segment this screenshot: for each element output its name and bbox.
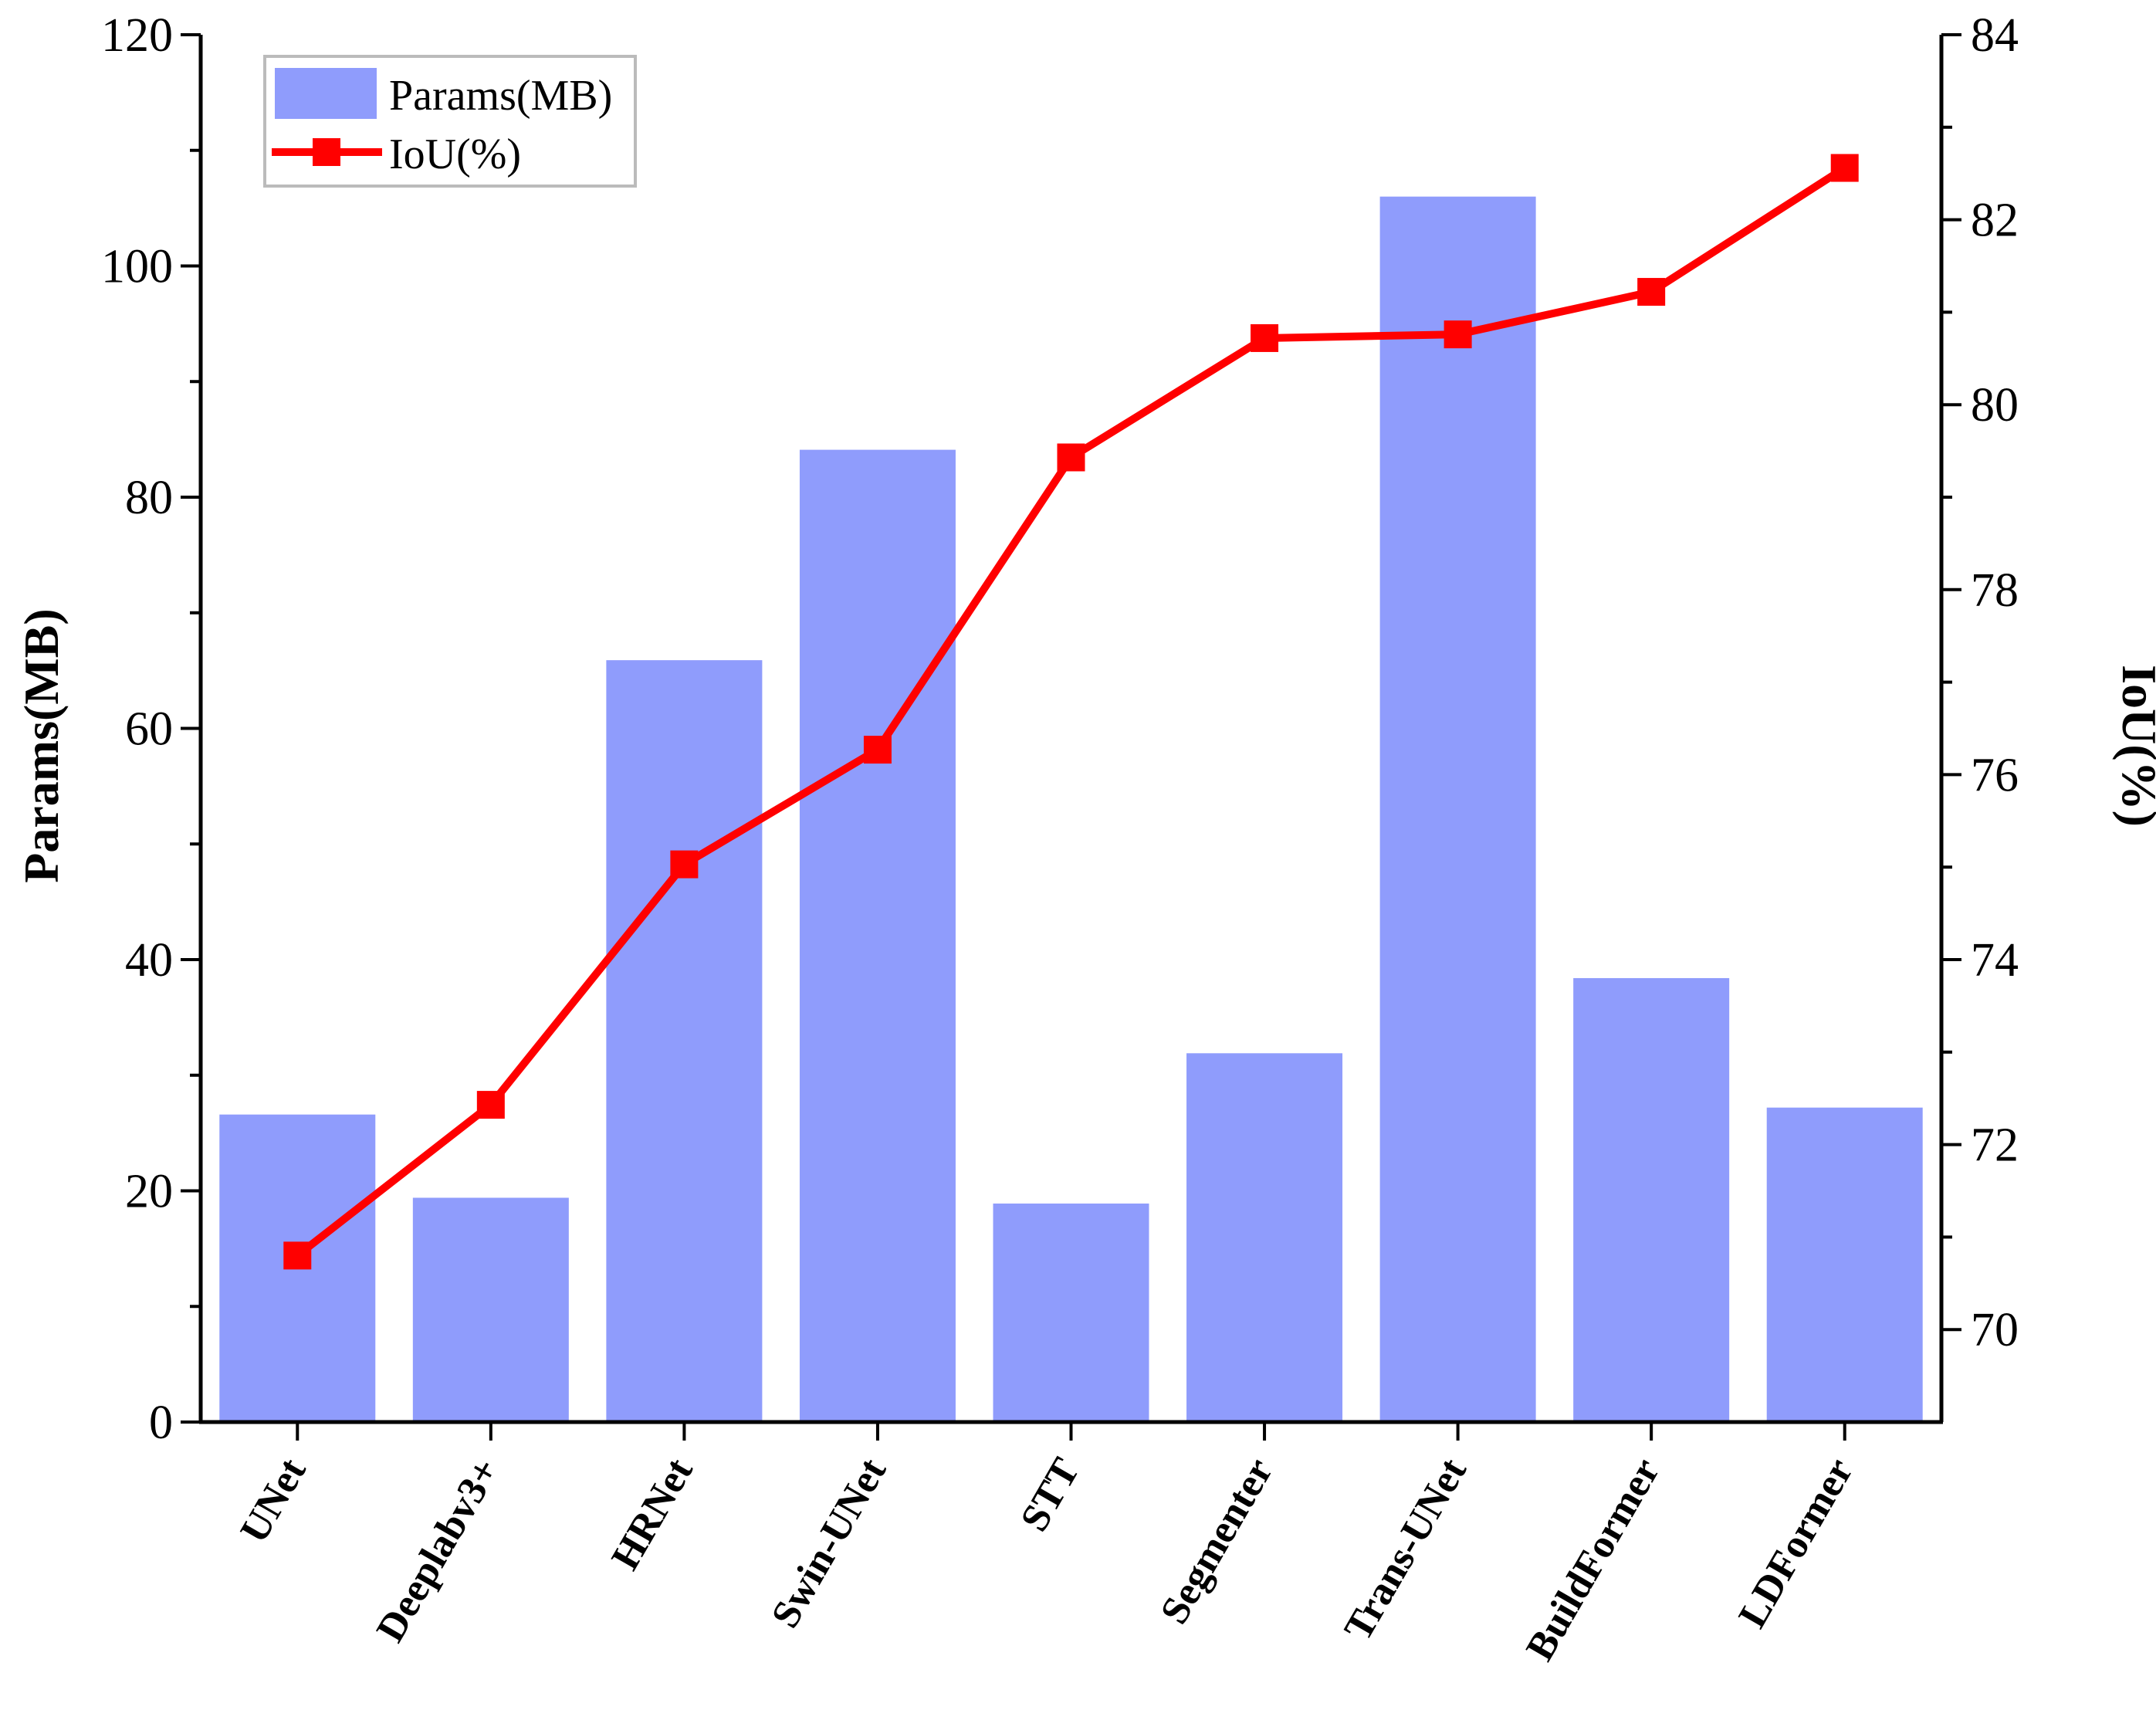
bar-swin-unet [799,449,956,1422]
bar-stt [993,1203,1149,1422]
iou-marker-trans-unet [1444,320,1472,349]
legend-params-swatch [275,68,377,119]
bar-buildformer [1573,977,1730,1422]
right-tick-label: 80 [1971,379,2019,432]
iou-marker-deeplabv3- [476,1091,505,1119]
x-tick-label: Swin-UNet [763,1451,895,1635]
left-tick-label: 100 [101,241,173,293]
right-tick-label: 78 [1971,564,2019,617]
legend-iou-label: IoU(%) [389,130,521,178]
right-tick-label: 74 [1971,934,2019,987]
right-tick-label: 76 [1971,749,2019,801]
left-tick-label: 80 [125,472,173,524]
iou-line-layer [283,154,1859,1270]
bars-layer [219,196,1923,1422]
left-tick-label: 0 [149,1397,173,1449]
bar-segmenter [1186,1053,1343,1422]
iou-marker-buildformer [1637,278,1666,306]
iou-marker-unet [283,1241,312,1270]
iou-marker-stt [1057,443,1085,472]
left-tick-label: 20 [125,1166,173,1218]
legend-iou-marker [313,138,340,166]
iou-marker-ldformer [1830,154,1859,182]
x-tick-label: UNet [232,1451,315,1550]
bar-trans-unet [1379,196,1536,1422]
left-tick-label: 60 [125,703,173,756]
x-tick-label: HRNet [603,1451,702,1577]
left-tick-label: 40 [125,934,173,987]
x-tick-label: Trans-UNet [1336,1451,1476,1648]
iou-marker-segmenter [1251,323,1279,352]
x-tick-label: LDFormer [1730,1451,1862,1636]
right-axis-title: IoU(%) [2112,665,2156,827]
right-tick-label: 70 [1971,1304,2019,1356]
iou-marker-hrnet [670,850,699,879]
bar-deeplabv3- [412,1197,569,1422]
left-axis-title: Params(MB) [14,608,69,882]
legend: Params(MB) IoU(%) [263,55,637,188]
bar-ldformer [1766,1107,1923,1422]
left-tick-label: 120 [101,9,173,62]
right-tick-label: 82 [1971,195,2019,247]
bar-hrnet [606,660,763,1422]
right-tick-label: 84 [1971,9,2019,62]
x-tick-label: BuildFormer [1518,1451,1668,1668]
x-tick-label: STT [1012,1451,1088,1539]
legend-params-label: Params(MB) [389,72,612,120]
x-tick-label: Deeplabv3+ [368,1451,508,1650]
x-tick-label: Segmenter [1152,1451,1282,1632]
right-tick-label: 72 [1971,1119,2019,1172]
iou-marker-swin-unet [863,736,892,764]
